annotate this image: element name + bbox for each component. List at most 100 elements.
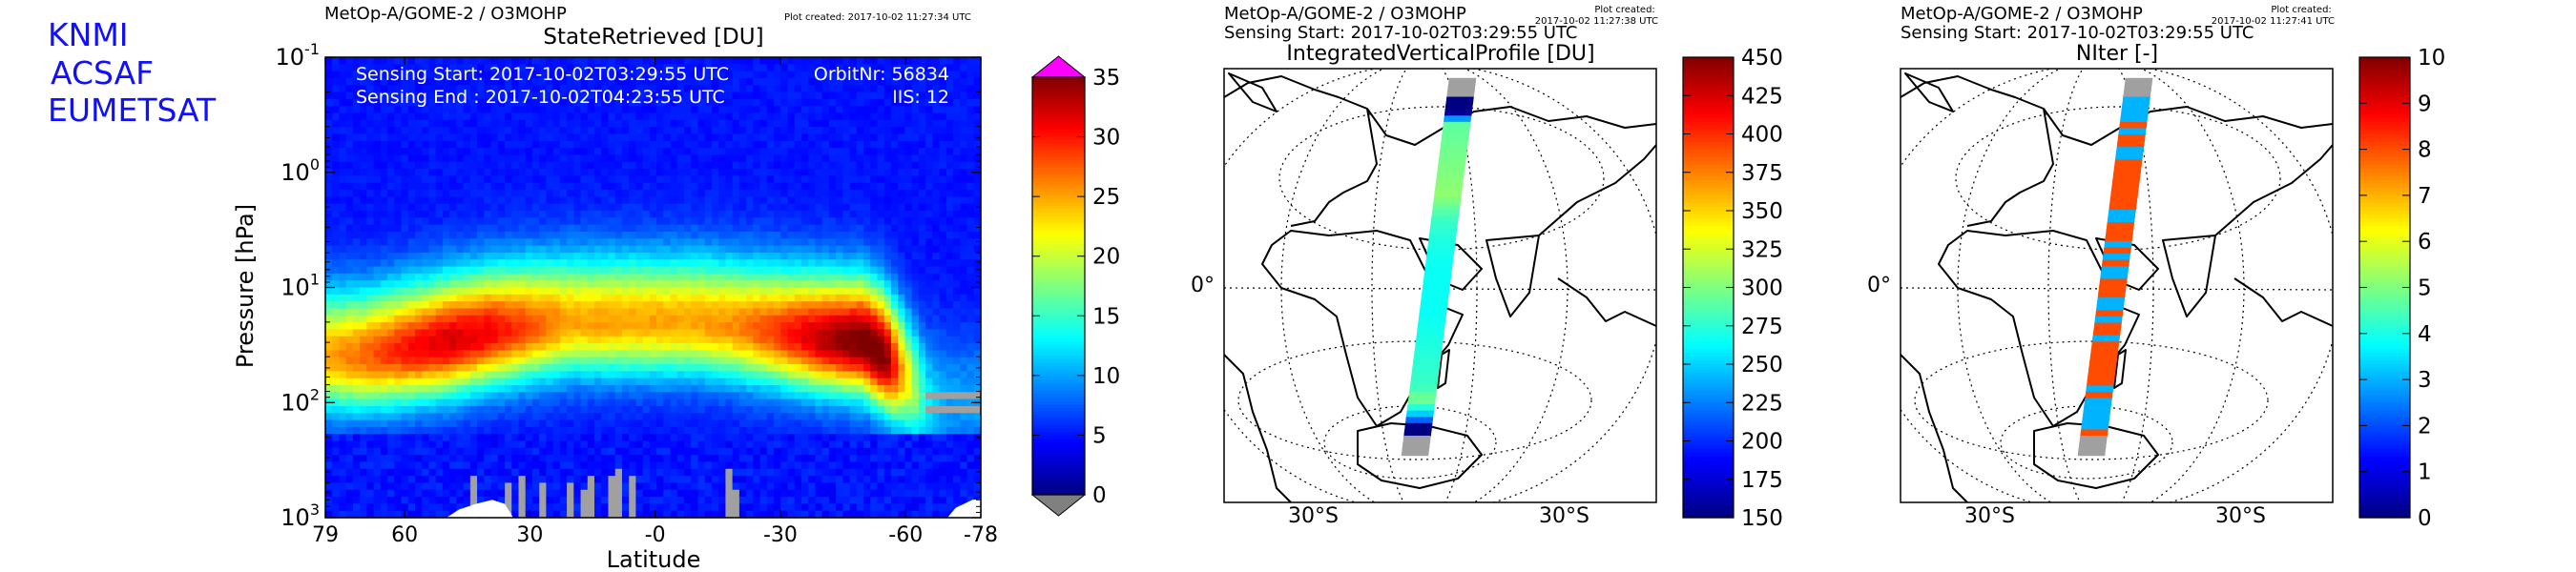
heatmap-cell	[670, 497, 678, 504]
heatmap-cell	[373, 329, 382, 337]
heatmap-cell	[711, 238, 719, 247]
heatmap-cell	[360, 203, 367, 212]
heatmap-cell	[490, 119, 499, 128]
heatmap-cell	[511, 350, 520, 358]
heatmap-cell	[836, 392, 843, 400]
heatmap-cell	[518, 357, 527, 365]
heatmap-cell	[766, 364, 775, 372]
heatmap-cell	[815, 503, 823, 512]
heatmap-cell	[649, 371, 657, 379]
heatmap-cell	[490, 455, 499, 463]
heatmap-cell	[718, 190, 727, 197]
heatmap-cell	[345, 350, 354, 358]
heatmap-cell	[401, 224, 409, 233]
heatmap-cell	[407, 112, 416, 121]
heatmap-cell	[746, 182, 754, 191]
heatmap-cell	[442, 92, 450, 100]
heatmap-cell	[738, 266, 747, 275]
heatmap-cell	[345, 182, 354, 191]
heatmap-cell	[821, 343, 830, 351]
heatmap-cell	[552, 280, 561, 289]
heatmap-cell	[815, 294, 823, 302]
heatmap-cell	[415, 322, 423, 331]
heatmap-cell	[325, 419, 333, 428]
heatmap-cell	[518, 161, 527, 170]
heatmap-cell	[580, 154, 589, 163]
heatmap-cell	[614, 196, 623, 205]
heatmap-cell	[449, 196, 457, 205]
heatmap-cell	[442, 343, 450, 351]
heatmap-cell	[345, 77, 354, 86]
heatmap-cell	[691, 266, 699, 275]
heatmap-cell	[442, 476, 450, 484]
heatmap-cell	[490, 77, 499, 86]
heatmap-cell	[621, 175, 630, 184]
heatmap-cell	[332, 259, 341, 268]
heatmap-cell	[635, 273, 644, 281]
heatmap-cell	[573, 405, 582, 414]
heatmap-cell	[497, 482, 506, 491]
heatmap-cell	[552, 203, 561, 212]
heatmap-cell	[394, 98, 403, 107]
heatmap-cell	[407, 190, 416, 197]
heatmap-cell	[546, 378, 554, 386]
heatmap-cell	[505, 85, 512, 93]
heatmap-cell	[774, 57, 781, 65]
heatmap-cell	[422, 405, 430, 414]
heatmap-cell	[484, 231, 492, 239]
heatmap-cell	[842, 238, 851, 247]
heatmap-cell	[718, 127, 727, 135]
heatmap-cell	[842, 259, 851, 268]
heatmap-cell	[587, 106, 595, 114]
heatmap-cell	[422, 217, 430, 226]
heatmap-cell	[670, 301, 678, 310]
heatmap-cell	[380, 211, 388, 218]
heatmap-cell	[366, 161, 375, 170]
heatmap-cell	[684, 203, 692, 212]
heatmap-cell	[697, 119, 706, 128]
heatmap-cell	[490, 287, 499, 296]
heatmap-cell	[676, 148, 685, 156]
heatmap-cell	[373, 217, 382, 226]
heatmap-cell	[766, 252, 775, 260]
heatmap-cell	[428, 161, 437, 170]
heatmap-cell	[525, 203, 533, 212]
heatmap-cell	[629, 455, 637, 463]
heatmap-cell	[352, 64, 361, 72]
heatmap-cell	[484, 329, 492, 337]
heatmap-cell	[380, 398, 388, 407]
heatmap-cell	[774, 329, 781, 337]
heatmap-cell	[794, 196, 802, 205]
heatmap-cell	[608, 238, 616, 247]
heatmap-cell	[366, 447, 375, 456]
heatmap-cell	[753, 336, 761, 344]
heatmap-cell	[608, 169, 616, 177]
heatmap-cell	[511, 315, 520, 323]
heatmap-cell	[766, 482, 775, 491]
heatmap-cell	[697, 322, 706, 331]
heatmap-cell	[345, 112, 354, 121]
heatmap-cell	[449, 455, 457, 463]
heatmap-cell	[774, 154, 781, 163]
heatmap-cell	[373, 294, 382, 302]
heatmap-cell	[746, 273, 754, 281]
heatmap-cell	[725, 482, 734, 491]
heatmap-cell	[787, 98, 796, 107]
heatmap-cell	[815, 301, 823, 310]
heatmap-cell	[539, 419, 548, 428]
heatmap-cell	[732, 252, 740, 260]
heatmap-cell	[546, 287, 554, 296]
heatmap-cell	[518, 196, 527, 205]
heatmap-cell	[691, 482, 699, 491]
heatmap-cell	[711, 224, 719, 233]
heatmap-cell	[780, 455, 789, 463]
heatmap-cell	[339, 245, 347, 254]
heatmap-cell	[732, 468, 740, 477]
heatmap-cell	[821, 161, 830, 170]
heatmap-cell	[836, 252, 843, 260]
heatmap-cell	[635, 133, 644, 142]
heatmap-cell	[401, 447, 409, 456]
heatmap-cell	[815, 468, 823, 477]
heatmap-cell	[401, 71, 409, 79]
heatmap-cell	[594, 398, 602, 407]
